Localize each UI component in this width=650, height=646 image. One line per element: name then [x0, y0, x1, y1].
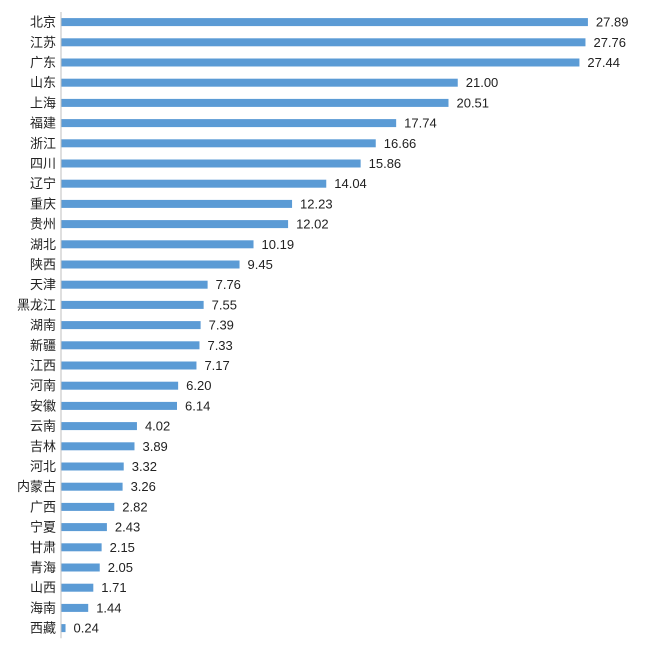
category-label: 四川: [30, 157, 56, 172]
bar: [61, 341, 200, 350]
value-label: 7.39: [209, 318, 234, 333]
category-label: 黑龙江: [17, 298, 56, 313]
category-label: 西藏: [30, 622, 56, 637]
bar: [61, 603, 89, 612]
category-label: 云南: [30, 419, 56, 435]
bar: [61, 220, 289, 229]
bar: [61, 300, 204, 309]
value-label: 3.32: [132, 459, 157, 474]
bar: [61, 381, 179, 390]
value-label: 17.74: [404, 116, 437, 131]
category-label: 福建: [30, 117, 56, 132]
bar: [61, 98, 449, 107]
category-label: 宁夏: [30, 520, 56, 536]
value-label: 7.17: [204, 358, 229, 373]
category-label: 新疆: [30, 338, 56, 354]
category-label: 浙江: [30, 137, 56, 152]
bar: [61, 401, 177, 410]
bar: [61, 502, 115, 511]
value-label: 2.15: [110, 540, 135, 555]
category-label: 甘肃: [30, 541, 56, 556]
category-label: 贵州: [30, 218, 56, 233]
value-label: 12.23: [300, 196, 333, 211]
category-label: 山西: [30, 581, 56, 596]
bar: [61, 462, 124, 471]
category-label: 广西: [30, 500, 56, 515]
value-label: 14.04: [334, 176, 367, 191]
category-label: 湖北: [30, 238, 56, 253]
bar: [61, 442, 135, 451]
bar: [61, 18, 588, 27]
value-label: 20.51: [456, 95, 489, 110]
value-label: 21.00: [466, 75, 499, 90]
labels-layer: 北京 27.89 江苏 27.76 广东 27.44 山东 21.00 上海 20.51 福建 17.…: [17, 15, 628, 637]
bar: [61, 624, 66, 633]
value-label: 10.19: [262, 237, 295, 252]
category-label: 江西: [30, 359, 56, 374]
category-label: 湖南: [30, 318, 56, 334]
value-label: 4.02: [145, 419, 170, 434]
category-label: 陕西: [30, 258, 56, 273]
value-label: 6.20: [186, 378, 211, 393]
bar: [61, 240, 254, 249]
bars-layer: [61, 18, 588, 633]
bar: [61, 361, 197, 370]
bar: [61, 78, 458, 87]
category-label: 吉林: [30, 440, 56, 455]
category-label: 河北: [30, 460, 56, 475]
category-label: 重庆: [30, 196, 56, 212]
category-label: 广东: [30, 56, 56, 71]
bar: [61, 260, 240, 269]
category-label: 内蒙古: [17, 479, 56, 495]
category-label: 安徽: [30, 399, 56, 414]
bar: [61, 139, 376, 148]
value-label: 2.05: [108, 560, 133, 575]
value-label: 27.44: [587, 55, 620, 70]
bar: [61, 58, 580, 67]
bar: [61, 523, 107, 532]
value-label: 3.89: [142, 439, 167, 454]
category-label: 江苏: [30, 35, 56, 51]
value-label: 27.76: [593, 35, 626, 50]
value-label: 3.26: [131, 479, 156, 494]
value-label: 9.45: [248, 257, 273, 272]
value-label: 1.44: [96, 600, 121, 615]
category-label: 辽宁: [30, 176, 56, 192]
bar: [61, 119, 397, 128]
value-label: 16.66: [384, 136, 417, 151]
bar: [61, 583, 94, 592]
value-label: 2.43: [115, 520, 140, 535]
bar: [61, 482, 123, 491]
bar: [61, 179, 327, 188]
category-label: 上海: [30, 96, 56, 111]
value-label: 1.71: [101, 580, 126, 595]
category-label: 北京: [30, 16, 56, 31]
value-label: 6.14: [185, 398, 210, 413]
bar: [61, 159, 361, 168]
bar: [61, 38, 586, 47]
bar: [61, 280, 208, 289]
bar: [61, 321, 201, 330]
category-label: 天津: [30, 278, 56, 293]
bar: [61, 563, 100, 572]
bar: [61, 199, 293, 208]
bar: [61, 422, 137, 431]
category-label: 青海: [30, 561, 56, 576]
category-label: 河南: [30, 378, 56, 394]
value-label: 2.82: [122, 499, 147, 514]
bar: [61, 543, 102, 552]
value-label: 12.02: [296, 217, 329, 232]
value-label: 15.86: [369, 156, 402, 171]
value-label: 7.76: [216, 277, 241, 292]
value-label: 7.55: [212, 297, 237, 312]
value-label: 0.24: [74, 621, 99, 636]
category-label: 海南: [30, 600, 56, 616]
category-label: 山东: [30, 76, 56, 91]
value-label: 7.33: [207, 338, 232, 353]
value-label: 27.89: [596, 15, 629, 30]
